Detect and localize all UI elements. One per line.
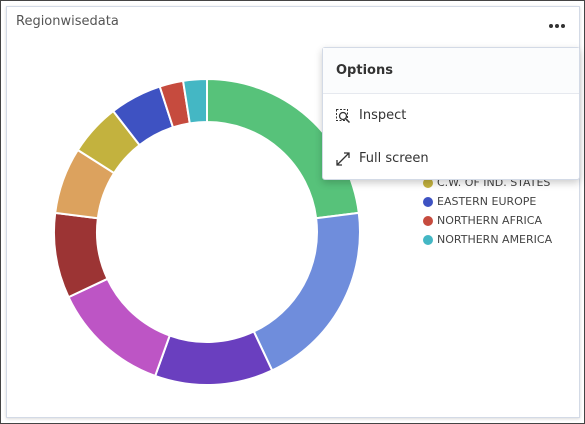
legend-label: NORTHERN AMERICA: [437, 233, 553, 246]
fullscreen-icon: [336, 152, 350, 166]
legend-swatch: [423, 178, 433, 188]
legend-swatch: [423, 235, 433, 245]
legend-label: NORTHERN AFRICA: [437, 214, 542, 227]
slice: [67, 277, 172, 378]
menu-item[interactable]: Full screen: [323, 137, 579, 180]
panel-title: Regionwisedata: [16, 14, 119, 29]
menu-item-label: Inspect: [359, 108, 407, 123]
slice: [181, 77, 208, 125]
options-button[interactable]: [547, 21, 569, 31]
slice: [153, 330, 274, 386]
slice: [252, 211, 361, 372]
menu-item[interactable]: Inspect: [323, 94, 579, 137]
legend-swatch: [423, 197, 433, 207]
panel: [6, 6, 580, 418]
menu-item-label: Full screen: [359, 151, 429, 166]
options-menu: Options Inspect Full screen: [322, 47, 580, 180]
legend-label: EASTERN EUROPE: [437, 195, 536, 208]
menu-title: Options: [323, 48, 579, 94]
inspect-icon: [336, 109, 351, 124]
legend-swatch: [423, 216, 433, 226]
